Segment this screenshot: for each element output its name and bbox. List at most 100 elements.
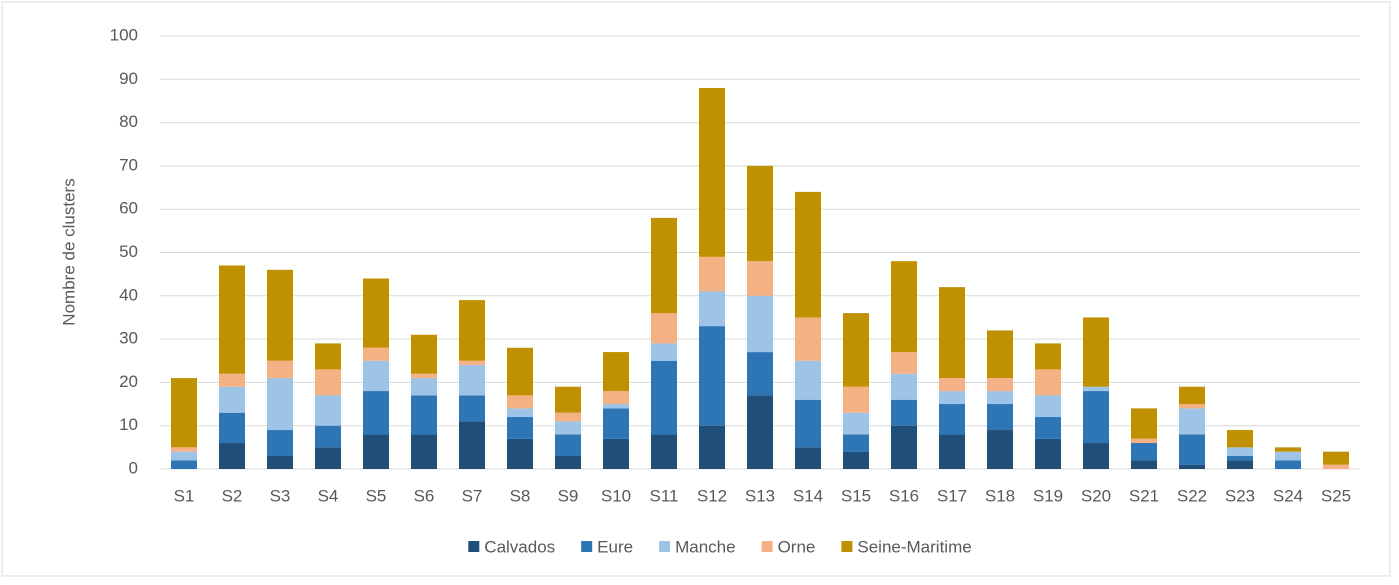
bar-segment — [1179, 404, 1205, 409]
x-tick-label: S25 — [1321, 486, 1351, 505]
y-tick-label: 90 — [119, 69, 138, 88]
bar-segment — [1227, 447, 1253, 457]
bar-segment — [363, 347, 389, 361]
bar-segment — [219, 443, 245, 469]
y-tick-label: 30 — [119, 329, 138, 348]
bar-segment — [843, 386, 869, 413]
bar-segment — [747, 295, 773, 353]
bar-segment — [507, 438, 533, 469]
bar-segment — [651, 360, 677, 435]
x-tick-label: S21 — [1129, 486, 1159, 505]
x-tick-label: S8 — [510, 486, 531, 505]
x-tick-label: S14 — [793, 486, 823, 505]
bar-segment — [1179, 464, 1205, 469]
bar-segment — [459, 395, 485, 422]
legend-swatch — [581, 541, 593, 552]
bar-segment — [843, 451, 869, 469]
bar-segment — [699, 87, 725, 257]
bar-segment — [699, 291, 725, 327]
y-tick-label: 0 — [129, 458, 138, 477]
bar-segment — [651, 434, 677, 469]
x-tick-label: S22 — [1177, 486, 1207, 505]
bar-segment — [507, 395, 533, 409]
bar-segment — [1275, 451, 1301, 461]
bar-segment — [1275, 447, 1301, 452]
bar-segment — [315, 395, 341, 426]
legend-label: Seine-Maritime — [857, 537, 971, 556]
bar-segment — [363, 360, 389, 392]
bar-segment — [651, 217, 677, 314]
bar-segment — [411, 378, 437, 396]
bar-segment — [891, 399, 917, 426]
bar-segment — [171, 447, 197, 452]
bar-segment — [219, 265, 245, 374]
x-tick-label: S6 — [414, 486, 435, 505]
x-tick-label: S20 — [1081, 486, 1111, 505]
bar-segment — [363, 434, 389, 469]
x-tick-label: S24 — [1273, 486, 1303, 505]
y-tick-label: 50 — [119, 242, 138, 261]
bar-segment — [1035, 438, 1061, 469]
bar-segment — [987, 404, 1013, 431]
bar-segment — [1131, 443, 1157, 461]
bar-segment — [795, 447, 821, 469]
legend-label: Manche — [675, 537, 735, 556]
bar-segment — [603, 404, 629, 409]
bar-segment — [843, 434, 869, 452]
bar-segment — [459, 360, 485, 366]
x-tick-label: S12 — [697, 486, 727, 505]
bar-segment — [795, 191, 821, 318]
x-tick-label: S1 — [174, 486, 195, 505]
bar-segment — [747, 395, 773, 469]
bar-segment — [603, 408, 629, 439]
bar-segment — [507, 347, 533, 396]
bar-segment — [267, 269, 293, 361]
bar-segment — [1131, 438, 1157, 444]
bar-segment — [987, 391, 1013, 405]
bar-segment — [219, 373, 245, 387]
bar-segment — [987, 330, 1013, 379]
legend-swatch — [841, 541, 853, 552]
legend-label: Orne — [778, 537, 816, 556]
bar-segment — [459, 300, 485, 361]
bar-segment — [267, 456, 293, 469]
bar-segment — [555, 421, 581, 435]
bar-segment — [219, 386, 245, 413]
bar-segment — [843, 313, 869, 387]
bar-segment — [939, 378, 965, 392]
bar-segment — [411, 373, 437, 379]
bar-segment — [1035, 395, 1061, 418]
bar-segment — [1323, 464, 1349, 469]
x-tick-label: S7 — [462, 486, 483, 505]
bar-segment — [699, 326, 725, 426]
bar-segment — [555, 434, 581, 457]
bar-segment — [795, 317, 821, 361]
x-tick-label: S17 — [937, 486, 967, 505]
bar-segment — [747, 261, 773, 296]
bar-segment — [987, 378, 1013, 392]
bar-segment — [1035, 369, 1061, 396]
x-tick-label: S3 — [270, 486, 291, 505]
bar-segment — [603, 352, 629, 392]
bar-segment — [219, 412, 245, 444]
bar-segment — [1179, 386, 1205, 405]
bar-segment — [987, 430, 1013, 469]
bar-segment — [555, 412, 581, 422]
bar-segment — [555, 456, 581, 469]
x-tick-label: S19 — [1033, 486, 1063, 505]
bar-segment — [411, 334, 437, 374]
bar-segment — [891, 261, 917, 353]
bar-segment — [1083, 317, 1109, 387]
bar-segment — [1035, 343, 1061, 370]
bar-segment — [507, 417, 533, 439]
y-tick-label: 60 — [119, 199, 138, 218]
bar-segment — [1227, 430, 1253, 448]
bar-segment — [315, 447, 341, 469]
bar-segment — [891, 352, 917, 374]
bar-segment — [699, 256, 725, 292]
bar-segment — [939, 287, 965, 379]
bar-segment — [315, 425, 341, 448]
legend-swatch — [468, 541, 480, 552]
